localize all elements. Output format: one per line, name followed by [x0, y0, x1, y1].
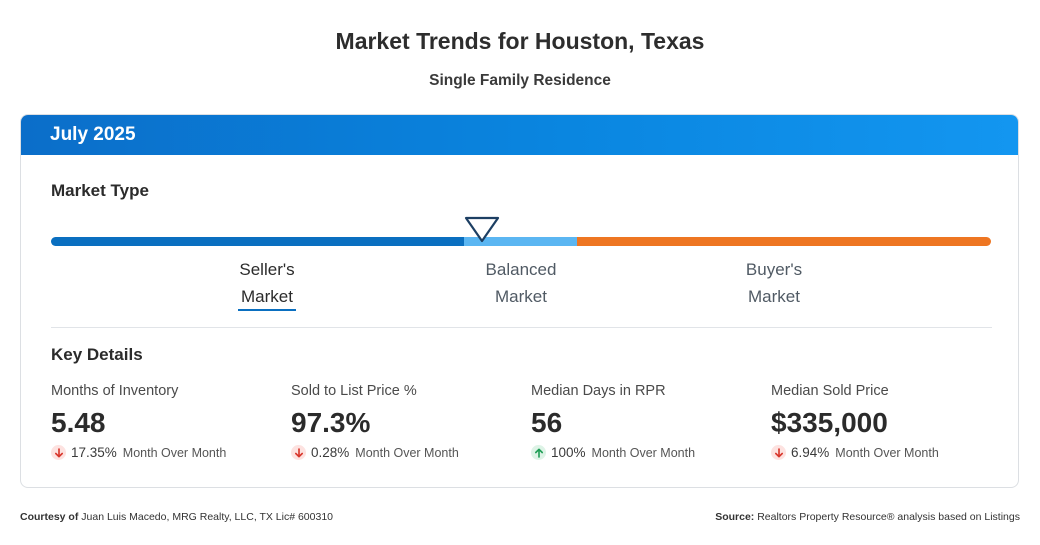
buyer-market-label: Buyer's Market — [694, 256, 854, 310]
buyer-market-label-line2: Market — [748, 287, 800, 306]
metric-label: Median Sold Price — [771, 383, 889, 399]
metric-value: 56 — [531, 407, 563, 438]
arrow-down-icon — [291, 445, 306, 460]
period-label: July 2025 — [50, 124, 136, 145]
metric-label: Months of Inventory — [51, 383, 179, 399]
buyer-market-label-line1: Buyer's — [745, 260, 803, 279]
metric-value: 5.48 — [51, 407, 106, 438]
seller-market-label: Seller's Market — [187, 256, 347, 310]
metric-change: 0.28% Month Over Month — [291, 445, 516, 460]
metric-median-sold-price: Median Sold Price $335,000 6.94% Month O… — [771, 383, 996, 460]
market-trends-card: July 2025 Market Type Seller's Market Ba… — [20, 114, 1019, 488]
arrow-up-icon — [531, 445, 546, 460]
metric-change: 17.35% Month Over Month — [51, 445, 276, 460]
source-text: Realtors Property Resource® analysis bas… — [757, 511, 1020, 523]
metric-label: Sold to List Price % — [291, 383, 417, 399]
source-note: Source: Realtors Property Resource® anal… — [715, 511, 1020, 523]
market-indicator-icon — [464, 216, 500, 243]
balanced-market-label: Balanced Market — [441, 256, 601, 310]
metric-label: Median Days in RPR — [531, 383, 666, 399]
balanced-market-label-line1: Balanced — [485, 260, 557, 279]
page-title: Market Trends for Houston, Texas — [335, 28, 705, 54]
metric-value: $335,000 — [771, 407, 888, 438]
page-subtitle: Single Family Residence — [429, 72, 611, 89]
buyer-market-bar — [577, 237, 991, 246]
seller-market-label-line1: Seller's — [239, 260, 295, 279]
metric-change-percent: 0.28% — [311, 445, 350, 460]
metric-change-period: Month Over Month — [835, 445, 939, 460]
metric-months-of-inventory: Months of Inventory 5.48 17.35% Month Ov… — [51, 383, 276, 460]
metric-change-period: Month Over Month — [355, 445, 459, 460]
metric-sold-to-list-price: Sold to List Price % 97.3% 0.28% Month O… — [291, 383, 516, 460]
metric-median-days-in-rpr: Median Days in RPR 56 100% Month Over Mo… — [531, 383, 756, 460]
courtesy-text: Juan Luis Macedo, MRG Realty, LLC, TX Li… — [81, 511, 334, 523]
arrow-down-icon — [51, 445, 66, 460]
section-divider — [51, 327, 992, 328]
key-details-title: Key Details — [51, 345, 143, 364]
courtesy-label: Courtesy of — [20, 511, 79, 523]
metric-change-percent: 100% — [551, 445, 586, 460]
metric-change-period: Month Over Month — [591, 445, 696, 460]
source-label: Source: — [715, 511, 755, 523]
arrow-down-icon — [771, 445, 786, 460]
metric-change-percent: 17.35% — [71, 445, 117, 460]
balanced-market-bar — [464, 237, 579, 246]
market-type-title: Market Type — [51, 181, 149, 200]
metric-change: 6.94% Month Over Month — [771, 445, 996, 460]
seller-market-bar — [51, 237, 467, 246]
card-header: July 2025 — [21, 115, 1018, 155]
metric-change: 100% Month Over Month — [531, 445, 756, 460]
metric-change-period: Month Over Month — [122, 445, 227, 460]
selected-market-underline — [238, 309, 296, 311]
metric-value: 97.3% — [291, 407, 371, 438]
seller-market-label-line2: Market — [241, 287, 293, 306]
balanced-market-label-line2: Market — [495, 287, 547, 306]
metric-change-percent: 6.94% — [791, 445, 830, 460]
courtesy-note: Courtesy of Juan Luis Macedo, MRG Realty… — [20, 511, 333, 523]
